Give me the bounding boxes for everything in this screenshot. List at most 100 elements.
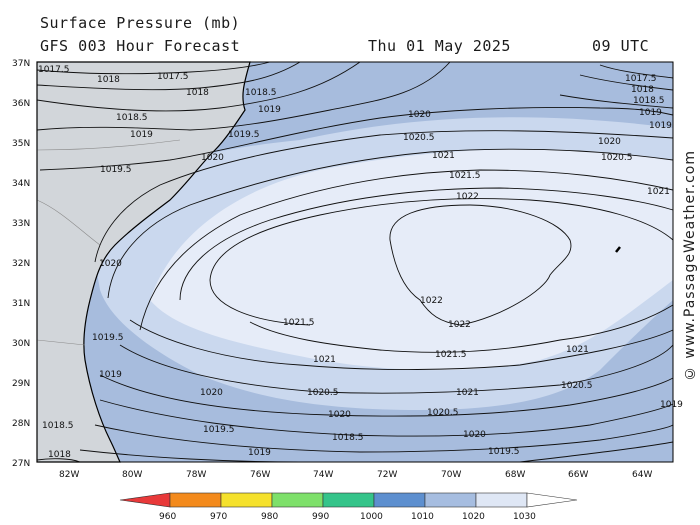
- contour-label: 1021: [647, 187, 670, 197]
- lon-label: 80W: [122, 470, 142, 480]
- isobar: [36, 61, 451, 131]
- contour-label: 1018: [48, 450, 71, 460]
- contour-label: 1019.5: [228, 130, 260, 140]
- isobar: [36, 61, 301, 91]
- contour-label: 1020: [598, 137, 621, 147]
- lat-label: 33N: [12, 219, 30, 229]
- contour-label: 1019.5: [488, 447, 520, 457]
- contour-label: 1019: [660, 400, 683, 410]
- lat-label: 34N: [12, 179, 30, 189]
- lat-label: 35N: [12, 139, 30, 149]
- contour-label: 1021: [313, 355, 336, 365]
- isobar: [599, 64, 674, 79]
- isobar: [36, 61, 361, 112]
- colorbar-swatch: [322, 492, 375, 508]
- watermark: © www.PassageWeather.com: [682, 150, 698, 382]
- lon-label: 74W: [313, 470, 333, 480]
- colorbar-tick: 960: [159, 512, 176, 522]
- lat-label: 32N: [12, 259, 30, 269]
- isobar: [139, 169, 674, 331]
- land-area: [36, 61, 251, 463]
- lat-label: 37N: [12, 59, 30, 69]
- colorbar-tick: 990: [312, 512, 329, 522]
- contour-label: 1020: [408, 110, 431, 120]
- isobar: [579, 74, 674, 91]
- isobars: [36, 61, 674, 463]
- contour-label: 1019.5: [203, 425, 235, 435]
- isobar: [39, 107, 674, 171]
- lon-label: 82W: [59, 470, 79, 480]
- isobar: [129, 319, 674, 370]
- contour-label: 1020: [463, 430, 486, 440]
- contour-label: 1019: [649, 121, 672, 131]
- contour-label: 1020.5: [427, 408, 459, 418]
- colorbar-tick: 980: [261, 512, 278, 522]
- contour-label: 1018: [97, 75, 120, 85]
- contour-labels: 1017.5 1018 1017.5 1018 1018.5 1019 1018…: [38, 65, 683, 460]
- valid-time: 09 UTC: [592, 37, 650, 55]
- colorbar-swatch: [424, 492, 477, 508]
- isobar: [107, 148, 674, 299]
- contour-label: 1020: [328, 410, 351, 420]
- lat-label: 30N: [12, 339, 30, 349]
- contour-label: 1021: [566, 345, 589, 355]
- lon-label: 76W: [250, 470, 270, 480]
- contour-label: 1019: [639, 108, 662, 118]
- lon-label: 66W: [568, 470, 588, 480]
- lat-label: 36N: [12, 99, 30, 109]
- lat-label: 31N: [12, 299, 30, 309]
- valid-date: Thu 01 May 2025: [368, 37, 511, 55]
- map-title: Surface Pressure (mb): [40, 14, 241, 32]
- contour-label: 1018: [186, 88, 209, 98]
- lon-label: 64W: [632, 470, 652, 480]
- contour-label: 1019.5: [92, 333, 124, 343]
- contour-label: 1018: [631, 85, 654, 95]
- forecast-subtitle: GFS 003 Hour Forecast: [40, 37, 241, 55]
- contour-label: 1020.5: [561, 381, 593, 391]
- isobar: [119, 344, 674, 394]
- isobar: [36, 458, 81, 463]
- contour-label: 1018.5: [42, 421, 74, 431]
- contour-label: 1022: [420, 296, 443, 306]
- contour-label: 1020: [200, 388, 223, 398]
- contour-label: 1019: [258, 105, 281, 115]
- contour-label: 1022: [448, 320, 471, 330]
- contour-label: 1021.5: [449, 171, 481, 181]
- isobar: [94, 424, 674, 453]
- colorbar-left-arrow: [119, 492, 171, 508]
- island: [615, 246, 621, 253]
- isobar: [249, 304, 674, 353]
- lon-label: 70W: [441, 470, 461, 480]
- isobar: [94, 130, 674, 263]
- contour-label: 1021.5: [435, 350, 467, 360]
- lon-label: 78W: [186, 470, 206, 480]
- colorbar-tick: 1020: [462, 512, 485, 522]
- colorbar-swatch: [373, 492, 426, 508]
- contour-label: 1021.5: [283, 318, 315, 328]
- contour-label: 1017.5: [38, 65, 70, 75]
- contour-label: 1018.5: [633, 96, 665, 106]
- isobar: [389, 204, 572, 326]
- contour-label: 1018.5: [332, 433, 364, 443]
- contour-label: 1020.5: [307, 388, 339, 398]
- isobar: [99, 374, 674, 417]
- contour-label: 1020.5: [601, 153, 633, 163]
- contour-label: 1021: [432, 151, 455, 161]
- lat-label: 28N: [12, 419, 30, 429]
- contour-label: 1019: [248, 448, 271, 458]
- latitude-labels: 37N 36N 35N 34N 33N 32N 31N 30N 29N 28N …: [12, 59, 30, 469]
- colorbar-swatch: [220, 492, 273, 508]
- colorbar-right-arrow: [526, 492, 578, 508]
- isobar: [179, 187, 674, 301]
- lat-label: 29N: [12, 379, 30, 389]
- lat-label: 27N: [12, 459, 30, 469]
- isobar: [99, 399, 674, 437]
- contour-label: 1018.5: [245, 88, 277, 98]
- colorbar-swatch: [475, 492, 528, 508]
- colorbar-tick: 1030: [513, 512, 536, 522]
- state-boundary: [36, 139, 181, 346]
- contour-label: 1017.5: [625, 74, 657, 84]
- contour-label: 1021: [456, 388, 479, 398]
- colorbar: 960 970 980 990 1000 1010 1020 1030: [119, 492, 578, 522]
